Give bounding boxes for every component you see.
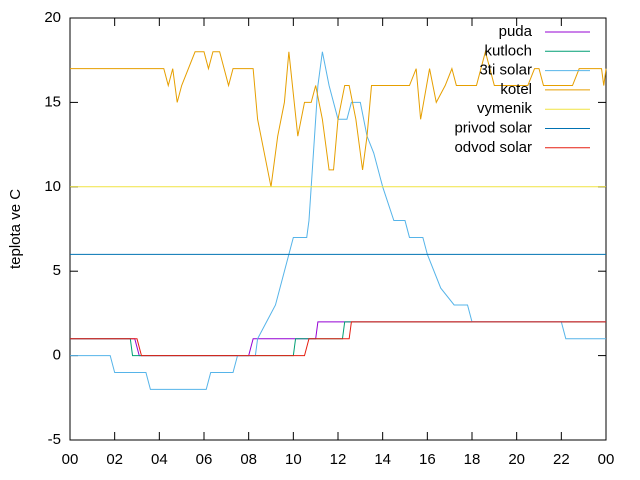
legend-label: puda [499,23,533,40]
series-line [70,51,606,390]
y-tick-label: 20 [44,9,61,26]
legend-label: privod solar [454,119,532,136]
x-tick-label: 22 [553,451,570,468]
legend-label: kutloch [484,42,532,59]
x-tick-label: 14 [374,451,391,468]
series-line [70,49,607,187]
x-tick-label: 00 [62,451,79,468]
series-line [70,321,606,357]
x-tick-label: 00 [598,451,615,468]
series-line [70,321,606,357]
y-axis-label: teplota ve C [7,189,24,269]
x-tick-label: 02 [106,451,123,468]
x-tick-label: 06 [196,451,213,468]
x-tick-label: 16 [419,451,436,468]
x-tick-label: 18 [464,451,481,468]
legend-label: vymenik [477,100,533,117]
y-tick-label: 0 [53,347,61,364]
x-tick-label: 20 [508,451,525,468]
y-tick-label: 15 [44,93,61,110]
y-tick-label: 10 [44,178,61,195]
x-tick-label: 10 [285,451,302,468]
x-tick-label: 04 [151,451,168,468]
series-line [70,321,606,357]
y-tick-label: 5 [53,262,61,279]
y-tick-label: -5 [48,431,61,448]
legend-label: 3ti solar [479,62,532,79]
x-tick-label: 08 [240,451,257,468]
legend-label: odvod solar [454,139,532,156]
x-tick-label: 12 [330,451,347,468]
legend-label: kotel [500,81,532,98]
